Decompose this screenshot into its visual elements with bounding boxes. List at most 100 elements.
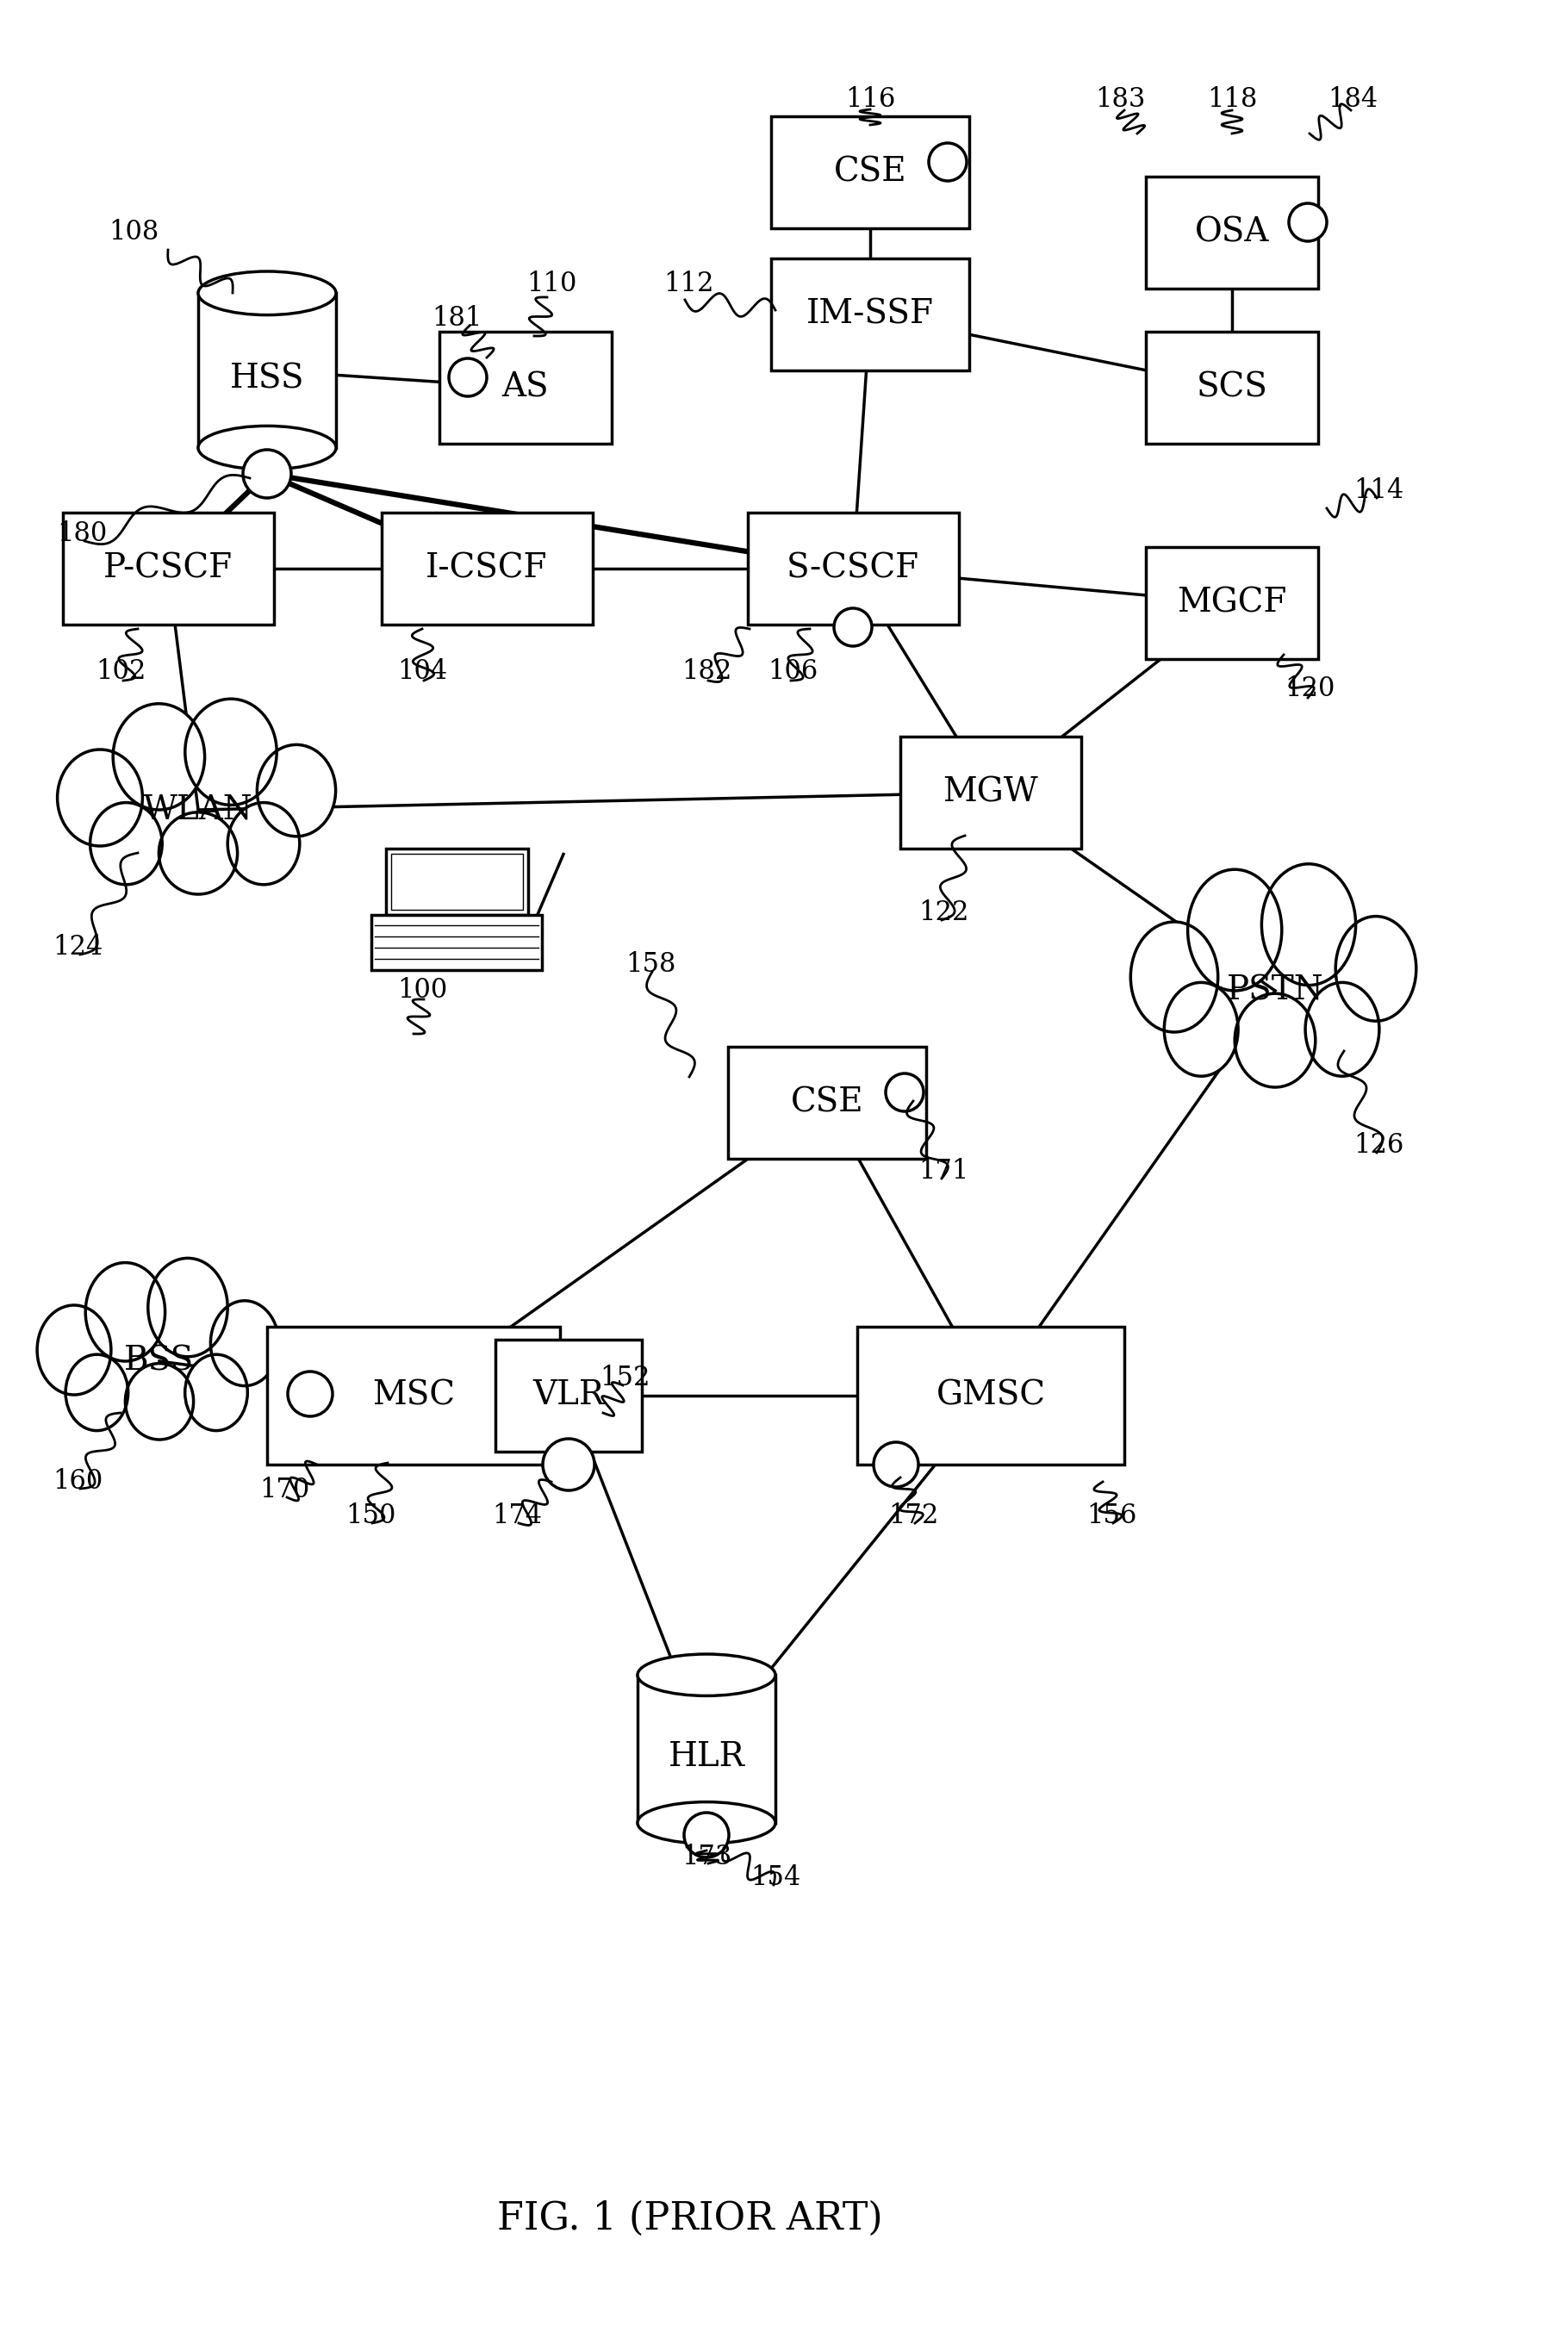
Text: PSTN: PSTN <box>1226 975 1323 1006</box>
Ellipse shape <box>210 1300 279 1385</box>
Text: 174: 174 <box>492 1504 543 1530</box>
Circle shape <box>448 358 486 395</box>
Text: 124: 124 <box>52 933 102 961</box>
Ellipse shape <box>257 744 336 837</box>
Text: 110: 110 <box>527 271 577 297</box>
Text: 181: 181 <box>431 306 481 332</box>
Text: 118: 118 <box>1207 87 1258 112</box>
Text: 100: 100 <box>397 978 447 1003</box>
Text: 108: 108 <box>108 220 158 246</box>
FancyBboxPatch shape <box>1146 178 1319 288</box>
FancyBboxPatch shape <box>771 117 969 229</box>
FancyBboxPatch shape <box>771 257 969 370</box>
Text: 180: 180 <box>56 522 107 547</box>
Ellipse shape <box>66 1354 129 1431</box>
Ellipse shape <box>1234 994 1316 1088</box>
FancyBboxPatch shape <box>495 1340 641 1453</box>
FancyBboxPatch shape <box>439 332 612 444</box>
Text: HLR: HLR <box>668 1740 745 1773</box>
FancyBboxPatch shape <box>381 512 593 625</box>
Ellipse shape <box>125 1364 193 1438</box>
Text: 158: 158 <box>626 952 676 978</box>
Ellipse shape <box>58 748 143 847</box>
Text: 171: 171 <box>919 1158 969 1186</box>
FancyBboxPatch shape <box>1146 547 1319 660</box>
Text: 112: 112 <box>663 271 715 297</box>
Ellipse shape <box>38 1305 111 1394</box>
Circle shape <box>834 608 872 646</box>
FancyBboxPatch shape <box>372 915 543 971</box>
Text: CSE: CSE <box>790 1088 864 1118</box>
Text: 154: 154 <box>751 1864 801 1892</box>
Text: 173: 173 <box>682 1843 732 1869</box>
Ellipse shape <box>86 1263 165 1361</box>
Text: 106: 106 <box>767 660 817 685</box>
FancyBboxPatch shape <box>390 854 522 910</box>
Text: IM-SSF: IM-SSF <box>806 299 935 330</box>
Text: 160: 160 <box>52 1469 102 1495</box>
FancyBboxPatch shape <box>858 1326 1124 1464</box>
Text: 120: 120 <box>1284 676 1334 702</box>
FancyBboxPatch shape <box>1146 332 1319 444</box>
Ellipse shape <box>1131 922 1218 1031</box>
Text: 114: 114 <box>1353 477 1403 505</box>
Text: MSC: MSC <box>372 1380 455 1410</box>
Text: 184: 184 <box>1328 87 1378 112</box>
Text: 126: 126 <box>1353 1132 1403 1160</box>
Text: 116: 116 <box>845 87 895 112</box>
Circle shape <box>684 1813 729 1857</box>
Ellipse shape <box>1336 917 1416 1022</box>
Ellipse shape <box>638 1654 776 1696</box>
Circle shape <box>289 1371 332 1417</box>
Circle shape <box>543 1438 594 1490</box>
FancyBboxPatch shape <box>638 1675 776 1822</box>
Ellipse shape <box>1187 870 1281 992</box>
Ellipse shape <box>113 704 205 809</box>
Ellipse shape <box>89 802 162 884</box>
Text: BSS: BSS <box>124 1345 194 1378</box>
Text: GMSC: GMSC <box>936 1380 1046 1410</box>
Text: HSS: HSS <box>230 363 304 395</box>
FancyBboxPatch shape <box>267 1326 560 1464</box>
Text: 156: 156 <box>1087 1504 1137 1530</box>
Ellipse shape <box>158 812 237 893</box>
Text: AS: AS <box>502 372 549 405</box>
Text: I-CSCF: I-CSCF <box>426 552 547 585</box>
Circle shape <box>243 449 292 498</box>
Text: 183: 183 <box>1094 87 1145 112</box>
Text: S-CSCF: S-CSCF <box>787 552 919 585</box>
Text: 150: 150 <box>345 1504 395 1530</box>
FancyBboxPatch shape <box>748 512 958 625</box>
Ellipse shape <box>1262 863 1356 985</box>
Text: CSE: CSE <box>834 157 906 187</box>
Text: 122: 122 <box>919 901 969 926</box>
Text: MGCF: MGCF <box>1178 587 1287 620</box>
FancyBboxPatch shape <box>900 737 1082 849</box>
FancyBboxPatch shape <box>198 292 336 447</box>
Ellipse shape <box>185 1354 248 1431</box>
Text: FIG. 1 (PRIOR ART): FIG. 1 (PRIOR ART) <box>497 2199 883 2236</box>
Text: 104: 104 <box>397 660 447 685</box>
Ellipse shape <box>147 1258 227 1357</box>
Ellipse shape <box>185 699 276 805</box>
Ellipse shape <box>227 802 299 884</box>
Text: 152: 152 <box>599 1366 649 1392</box>
Circle shape <box>928 143 966 180</box>
Ellipse shape <box>198 271 336 316</box>
Text: 170: 170 <box>259 1476 309 1504</box>
FancyBboxPatch shape <box>63 512 273 625</box>
Ellipse shape <box>1163 982 1239 1076</box>
FancyBboxPatch shape <box>386 849 528 915</box>
Circle shape <box>873 1443 919 1488</box>
Text: 102: 102 <box>96 660 146 685</box>
FancyBboxPatch shape <box>728 1048 927 1158</box>
Ellipse shape <box>198 426 336 470</box>
Ellipse shape <box>1305 982 1380 1076</box>
Circle shape <box>1289 203 1327 241</box>
Ellipse shape <box>638 1801 776 1843</box>
Text: SCS: SCS <box>1196 372 1267 405</box>
Text: OSA: OSA <box>1195 218 1269 248</box>
Text: 182: 182 <box>682 660 732 685</box>
Text: 172: 172 <box>887 1504 938 1530</box>
Circle shape <box>886 1074 924 1111</box>
